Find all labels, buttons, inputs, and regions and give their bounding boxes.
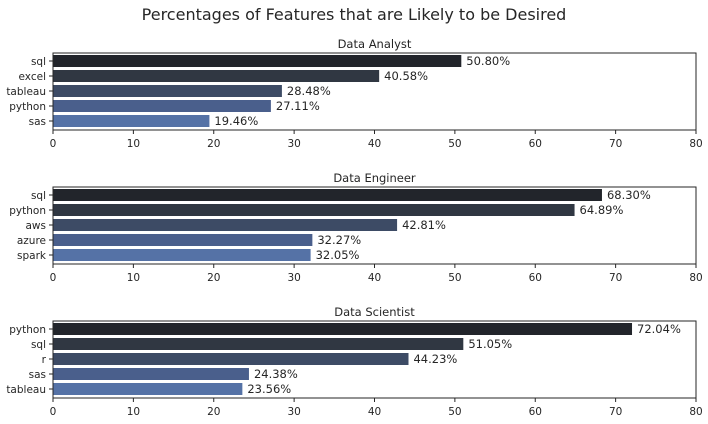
subplot-title: Data Analyst [338, 37, 412, 51]
x-tick-label: 30 [287, 406, 300, 418]
x-tick-label: 60 [529, 138, 542, 150]
subplot-title: Data Scientist [334, 305, 415, 319]
data-label: 27.11% [276, 99, 320, 113]
data-label: 19.46% [214, 114, 258, 128]
category-label: sql [31, 339, 46, 351]
category-label: python [9, 324, 46, 336]
bar [53, 189, 602, 201]
x-tick-label: 40 [368, 138, 381, 150]
category-label: tableau [6, 86, 46, 98]
subplot-data-scientist: Data Scientist python 72.04% sql 51.05% r 44.2… [6, 305, 702, 418]
subplots: Data Analyst sql 50.80% excel 40.58% tableau 2… [6, 37, 702, 418]
x-tick-label: 20 [207, 406, 220, 418]
x-tick-label: 60 [529, 406, 542, 418]
category-label: tableau [6, 384, 46, 396]
category-label: python [9, 205, 46, 217]
data-label: 23.56% [247, 382, 291, 396]
x-tick-label: 0 [50, 138, 57, 150]
x-tick-label: 80 [689, 138, 702, 150]
data-label: 32.27% [317, 233, 361, 247]
data-label: 40.58% [384, 69, 428, 83]
category-label: sql [31, 56, 46, 68]
x-tick-label: 30 [287, 272, 300, 284]
x-tick-label: 10 [127, 138, 140, 150]
x-tick-label: 80 [689, 406, 702, 418]
category-label: aws [26, 220, 47, 232]
bar [53, 70, 380, 82]
bar [53, 100, 271, 112]
x-tick-label: 70 [609, 138, 622, 150]
category-label: excel [19, 71, 46, 83]
x-tick-label: 50 [448, 138, 461, 150]
bar [53, 55, 462, 67]
figure-title: Percentages of Features that are Likely … [142, 5, 567, 24]
bar [53, 85, 282, 97]
x-tick-label: 0 [50, 406, 57, 418]
subplot-data-engineer: Data Engineer sql 68.30% python 64.89% aws 42.… [9, 171, 702, 284]
data-label: 51.05% [468, 337, 512, 351]
category-label: azure [17, 235, 46, 247]
category-label: sas [29, 116, 46, 128]
x-tick-label: 50 [448, 406, 461, 418]
x-tick-label: 40 [368, 272, 381, 284]
category-label: python [9, 101, 46, 113]
bar [53, 353, 409, 365]
data-label: 72.04% [637, 322, 681, 336]
data-label: 50.80% [466, 54, 510, 68]
data-label: 42.81% [402, 218, 446, 232]
category-label: sql [31, 190, 46, 202]
x-tick-label: 60 [529, 272, 542, 284]
bar [53, 323, 633, 335]
x-tick-label: 0 [50, 272, 57, 284]
subplot-title: Data Engineer [333, 171, 416, 185]
x-tick-label: 10 [127, 272, 140, 284]
bar [53, 338, 464, 350]
category-label: r [42, 354, 47, 366]
bar [53, 219, 398, 231]
bar [53, 249, 311, 261]
x-tick-label: 70 [609, 272, 622, 284]
bar [53, 383, 243, 395]
data-label: 64.89% [580, 203, 624, 217]
x-tick-label: 70 [609, 406, 622, 418]
data-label: 44.23% [413, 352, 457, 366]
bar [53, 115, 210, 127]
x-tick-label: 20 [207, 272, 220, 284]
x-tick-label: 50 [448, 272, 461, 284]
x-tick-label: 10 [127, 406, 140, 418]
data-label: 68.30% [607, 188, 651, 202]
category-label: spark [17, 250, 47, 262]
bar [53, 368, 249, 380]
data-label: 28.48% [287, 84, 331, 98]
x-tick-label: 40 [368, 406, 381, 418]
category-label: sas [29, 369, 46, 381]
x-tick-label: 30 [287, 138, 300, 150]
data-label: 24.38% [254, 367, 298, 381]
bar [53, 234, 313, 246]
subplot-data-analyst: Data Analyst sql 50.80% excel 40.58% tableau 2… [6, 37, 702, 150]
data-label: 32.05% [316, 248, 360, 262]
bar [53, 204, 575, 216]
x-tick-label: 80 [689, 272, 702, 284]
x-tick-label: 20 [207, 138, 220, 150]
